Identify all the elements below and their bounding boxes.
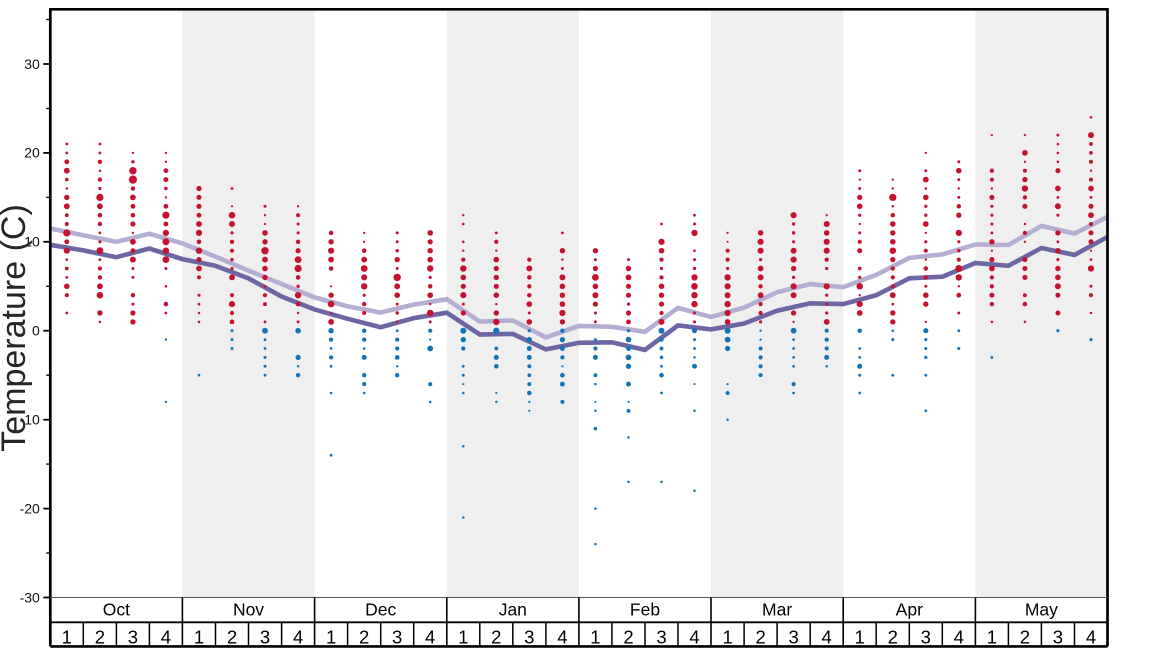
- svg-text:3: 3: [260, 627, 270, 648]
- svg-text:Oct: Oct: [103, 600, 130, 620]
- svg-text:1: 1: [194, 627, 204, 648]
- svg-text:30: 30: [24, 56, 40, 72]
- svg-text:1: 1: [987, 627, 997, 648]
- svg-text:4: 4: [1086, 627, 1096, 648]
- svg-text:0: 0: [32, 323, 40, 339]
- svg-text:4: 4: [954, 627, 964, 648]
- svg-text:3: 3: [524, 627, 534, 648]
- svg-text:3: 3: [921, 627, 931, 648]
- svg-text:2: 2: [227, 627, 237, 648]
- svg-text:Mar: Mar: [762, 600, 792, 620]
- svg-text:3: 3: [392, 627, 402, 648]
- svg-text:2: 2: [755, 627, 765, 648]
- svg-text:1: 1: [62, 627, 72, 648]
- svg-text:Apr: Apr: [896, 600, 923, 620]
- svg-text:10: 10: [24, 234, 40, 250]
- svg-text:4: 4: [293, 627, 303, 648]
- svg-text:4: 4: [161, 627, 171, 648]
- svg-text:4: 4: [689, 627, 699, 648]
- svg-text:2: 2: [95, 627, 105, 648]
- svg-text:2: 2: [359, 627, 369, 648]
- svg-text:20: 20: [24, 145, 40, 161]
- svg-text:-20: -20: [20, 500, 40, 516]
- svg-text:3: 3: [128, 627, 138, 648]
- svg-text:1: 1: [722, 627, 732, 648]
- svg-text:-30: -30: [20, 589, 40, 605]
- svg-text:3: 3: [788, 627, 798, 648]
- svg-text:4: 4: [822, 627, 832, 648]
- svg-text:2: 2: [623, 627, 633, 648]
- svg-text:Nov: Nov: [233, 600, 264, 620]
- svg-text:Jan: Jan: [499, 600, 527, 620]
- svg-text:Feb: Feb: [630, 600, 660, 620]
- svg-text:2: 2: [888, 627, 898, 648]
- svg-text:2: 2: [1020, 627, 1030, 648]
- svg-text:-10: -10: [20, 412, 40, 428]
- svg-text:1: 1: [326, 627, 336, 648]
- svg-text:4: 4: [425, 627, 435, 648]
- svg-text:May: May: [1025, 600, 1058, 620]
- svg-text:2: 2: [491, 627, 501, 648]
- svg-text:Temperature (C): Temperature (C): [0, 204, 33, 452]
- svg-text:Dec: Dec: [365, 600, 396, 620]
- svg-text:4: 4: [557, 627, 567, 648]
- svg-text:3: 3: [1053, 627, 1063, 648]
- svg-text:3: 3: [656, 627, 666, 648]
- svg-text:1: 1: [855, 627, 865, 648]
- svg-text:1: 1: [458, 627, 468, 648]
- svg-text:1: 1: [590, 627, 600, 648]
